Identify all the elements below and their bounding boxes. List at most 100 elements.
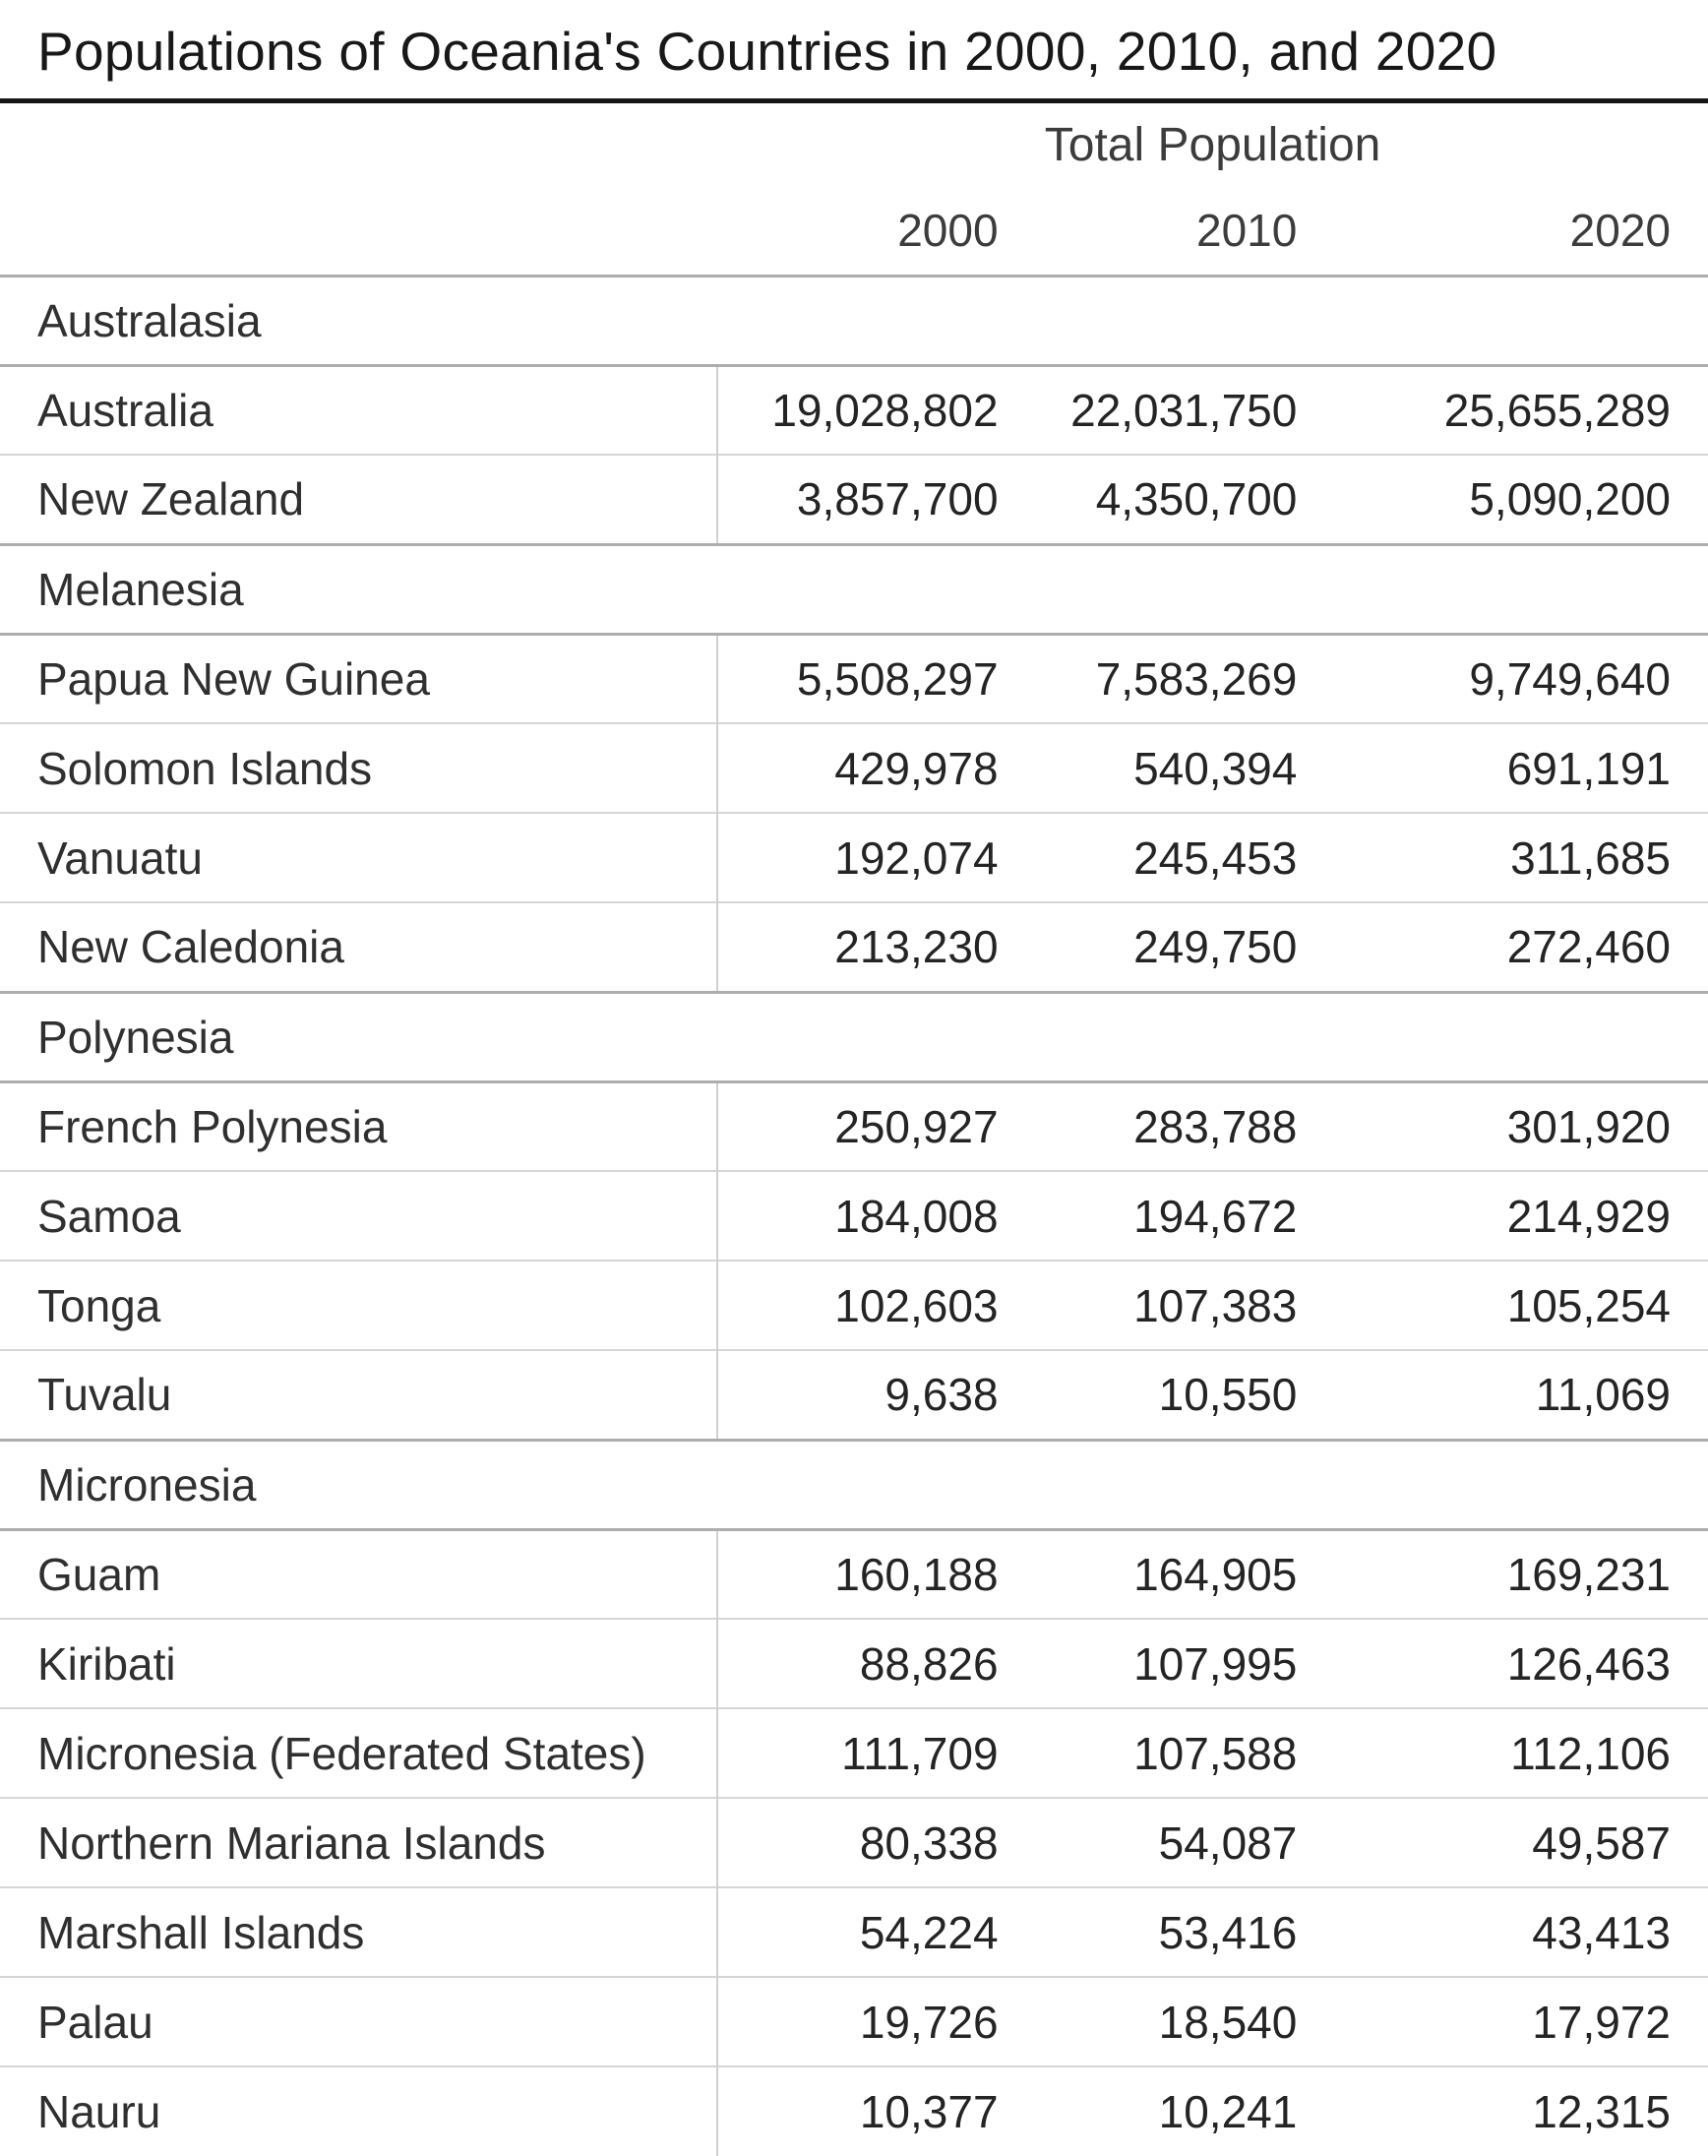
population-2020: 25,655,289 <box>1298 364 1708 455</box>
population-2000: 429,978 <box>716 722 1000 813</box>
table-row: Kiribati 88,826 107,995 126,463 <box>0 1618 1708 1708</box>
population-2000: 10,377 <box>716 2065 1000 2156</box>
supheader-row: Total Population <box>0 103 1708 186</box>
population-2020: 43,413 <box>1298 1886 1708 1977</box>
population-table: Total Population 2000 2010 2020 Australa… <box>0 103 1708 2156</box>
country-name: Australia <box>0 364 718 455</box>
population-2010: 107,383 <box>999 1260 1299 1350</box>
population-2010: 7,583,269 <box>999 633 1299 723</box>
table-row: Nauru 10,377 10,241 12,315 <box>0 2065 1708 2156</box>
population-2000: 184,008 <box>716 1170 1000 1261</box>
country-name: Solomon Islands <box>0 722 718 813</box>
population-2010: 107,995 <box>999 1618 1299 1708</box>
table-row: Papua New Guinea 5,508,297 7,583,269 9,7… <box>0 633 1708 723</box>
total-population-label: Total Population <box>1044 118 1381 171</box>
country-name: Samoa <box>0 1170 718 1261</box>
years-header-row: 2000 2010 2020 <box>0 186 1708 276</box>
population-2010: 194,672 <box>999 1170 1299 1261</box>
population-2020: 11,069 <box>1298 1349 1708 1440</box>
country-name: Marshall Islands <box>0 1886 718 1977</box>
population-2000: 192,074 <box>716 812 1000 902</box>
table-row: Tuvalu 9,638 10,550 11,069 <box>0 1349 1708 1440</box>
country-name: Micronesia (Federated States) <box>0 1707 718 1798</box>
supheader-spacer <box>0 103 717 186</box>
population-2020: 112,106 <box>1298 1707 1708 1798</box>
population-2000: 111,709 <box>716 1707 1000 1798</box>
population-2000: 250,927 <box>716 1080 1000 1171</box>
year-header-2000: 2000 <box>897 204 999 256</box>
population-2020: 691,191 <box>1298 722 1708 813</box>
region-label: Micronesia <box>0 1438 1708 1531</box>
population-2020: 169,231 <box>1298 1528 1708 1619</box>
table-row: Palau 19,726 18,540 17,972 <box>0 1976 1708 2066</box>
population-2020: 126,463 <box>1298 1618 1708 1708</box>
country-name: Guam <box>0 1528 718 1619</box>
population-2000: 3,857,700 <box>716 454 1000 544</box>
table-row: Marshall Islands 54,224 53,416 43,413 <box>0 1886 1708 1977</box>
population-2010: 53,416 <box>999 1886 1299 1977</box>
population-2020: 9,749,640 <box>1298 633 1708 723</box>
table-row: Samoa 184,008 194,672 214,929 <box>0 1170 1708 1261</box>
year-header-2010: 2010 <box>1196 204 1298 256</box>
population-2020: 301,920 <box>1298 1080 1708 1171</box>
population-2000: 19,726 <box>716 1976 1000 2066</box>
table-row: Vanuatu 192,074 245,453 311,685 <box>0 812 1708 902</box>
title-block: Populations of Oceania's Countries in 20… <box>0 0 1708 103</box>
population-2010: 22,031,750 <box>999 364 1299 455</box>
country-name: Vanuatu <box>0 812 718 902</box>
country-name: French Polynesia <box>0 1080 718 1171</box>
population-2010: 4,350,700 <box>999 454 1299 544</box>
population-2000: 5,508,297 <box>716 633 1000 723</box>
country-name: New Caledonia <box>0 901 718 992</box>
table-row: French Polynesia 250,927 283,788 301,920 <box>0 1080 1708 1171</box>
table-row: Northern Mariana Islands 80,338 54,087 4… <box>0 1797 1708 1887</box>
region-row-polynesia: Polynesia <box>0 990 1708 1083</box>
population-2020: 17,972 <box>1298 1976 1708 2066</box>
page-title: Populations of Oceania's Countries in 20… <box>37 21 1497 82</box>
country-name: New Zealand <box>0 454 718 544</box>
population-2010: 18,540 <box>999 1976 1299 2066</box>
country-name: Nauru <box>0 2065 718 2156</box>
population-2000: 19,028,802 <box>716 364 1000 455</box>
table-row: Tonga 102,603 107,383 105,254 <box>0 1260 1708 1350</box>
region-label: Melanesia <box>0 542 1708 636</box>
population-2010: 107,588 <box>999 1707 1299 1798</box>
population-2020: 49,587 <box>1298 1797 1708 1887</box>
population-2010: 10,241 <box>999 2065 1299 2156</box>
country-name: Tuvalu <box>0 1349 718 1440</box>
region-row-australasia: Australasia <box>0 274 1708 367</box>
country-name: Northern Mariana Islands <box>0 1797 718 1887</box>
region-label: Polynesia <box>0 990 1708 1083</box>
population-2020: 311,685 <box>1298 812 1708 902</box>
country-name: Tonga <box>0 1260 718 1350</box>
population-2000: 160,188 <box>716 1528 1000 1619</box>
year-header-2020: 2020 <box>1569 204 1671 256</box>
table-row: Guam 160,188 164,905 169,231 <box>0 1528 1708 1619</box>
population-2000: 80,338 <box>716 1797 1000 1887</box>
table-row: New Caledonia 213,230 249,750 272,460 <box>0 901 1708 992</box>
table-row: New Zealand 3,857,700 4,350,700 5,090,20… <box>0 454 1708 544</box>
population-2000: 213,230 <box>716 901 1000 992</box>
population-2020: 105,254 <box>1298 1260 1708 1350</box>
country-name: Papua New Guinea <box>0 633 718 723</box>
population-2010: 10,550 <box>999 1349 1299 1440</box>
country-name: Kiribati <box>0 1618 718 1708</box>
population-2020: 214,929 <box>1298 1170 1708 1261</box>
country-name: Palau <box>0 1976 718 2066</box>
population-2010: 540,394 <box>999 722 1299 813</box>
population-2000: 102,603 <box>716 1260 1000 1350</box>
population-2000: 88,826 <box>716 1618 1000 1708</box>
population-2010: 283,788 <box>999 1080 1299 1171</box>
population-2010: 54,087 <box>999 1797 1299 1887</box>
population-2020: 5,090,200 <box>1298 454 1708 544</box>
region-row-melanesia: Melanesia <box>0 542 1708 636</box>
region-row-micronesia: Micronesia <box>0 1438 1708 1531</box>
population-2010: 164,905 <box>999 1528 1299 1619</box>
table-row: Micronesia (Federated States) 111,709 10… <box>0 1707 1708 1798</box>
population-2000: 9,638 <box>716 1349 1000 1440</box>
population-2020: 272,460 <box>1298 901 1708 992</box>
population-2010: 245,453 <box>999 812 1299 902</box>
table-row: Solomon Islands 429,978 540,394 691,191 <box>0 722 1708 813</box>
population-2010: 249,750 <box>999 901 1299 992</box>
region-label: Australasia <box>0 274 1708 367</box>
